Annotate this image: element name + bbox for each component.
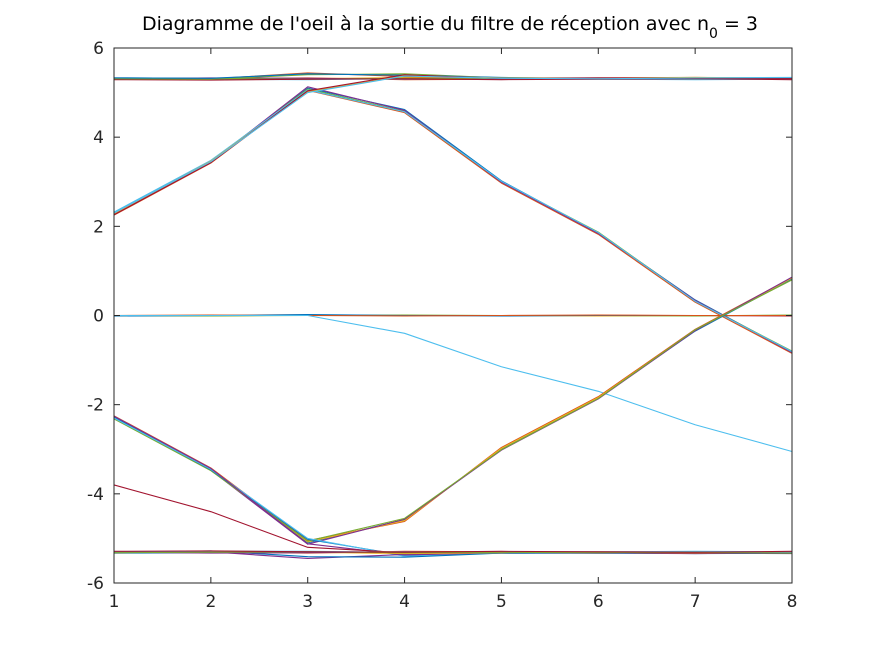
x-tick-label: 6	[593, 592, 604, 612]
x-tick-label: 7	[690, 592, 701, 612]
series-line-18	[113, 75, 793, 214]
x-tick-label: 1	[109, 592, 120, 612]
x-tick-label: 8	[787, 592, 798, 612]
x-tick-label: 4	[399, 592, 410, 612]
chart-title: Diagramme de l'oeil à la sortie du filtr…	[142, 13, 758, 42]
y-tick-label: 2	[93, 217, 104, 237]
y-tick-label: 6	[93, 39, 104, 59]
series-line-15	[113, 89, 793, 353]
series-line-29	[113, 279, 793, 542]
x-tick-label: 5	[496, 592, 507, 612]
chart-title-suffix: = 3	[718, 13, 758, 35]
series-line-42	[113, 550, 793, 553]
y-tick-label: -2	[87, 396, 104, 416]
chart-title-subscript: 0	[709, 26, 718, 42]
y-tick-label: 0	[93, 307, 104, 327]
series-line-24	[114, 314, 793, 453]
chart-title-main: Diagramme de l'oeil à la sortie du filtr…	[142, 13, 709, 35]
y-tick-label: -4	[87, 485, 104, 505]
x-tick-label: 2	[205, 592, 216, 612]
y-tick-label: 4	[93, 128, 104, 148]
plot-area: 1 2 3 4 5 6 7 8 6 4 2 0 -2 -4 -6	[87, 39, 797, 612]
series-group	[113, 72, 793, 560]
y-tick-label: -6	[87, 574, 104, 594]
x-tick-label: 3	[302, 592, 313, 612]
